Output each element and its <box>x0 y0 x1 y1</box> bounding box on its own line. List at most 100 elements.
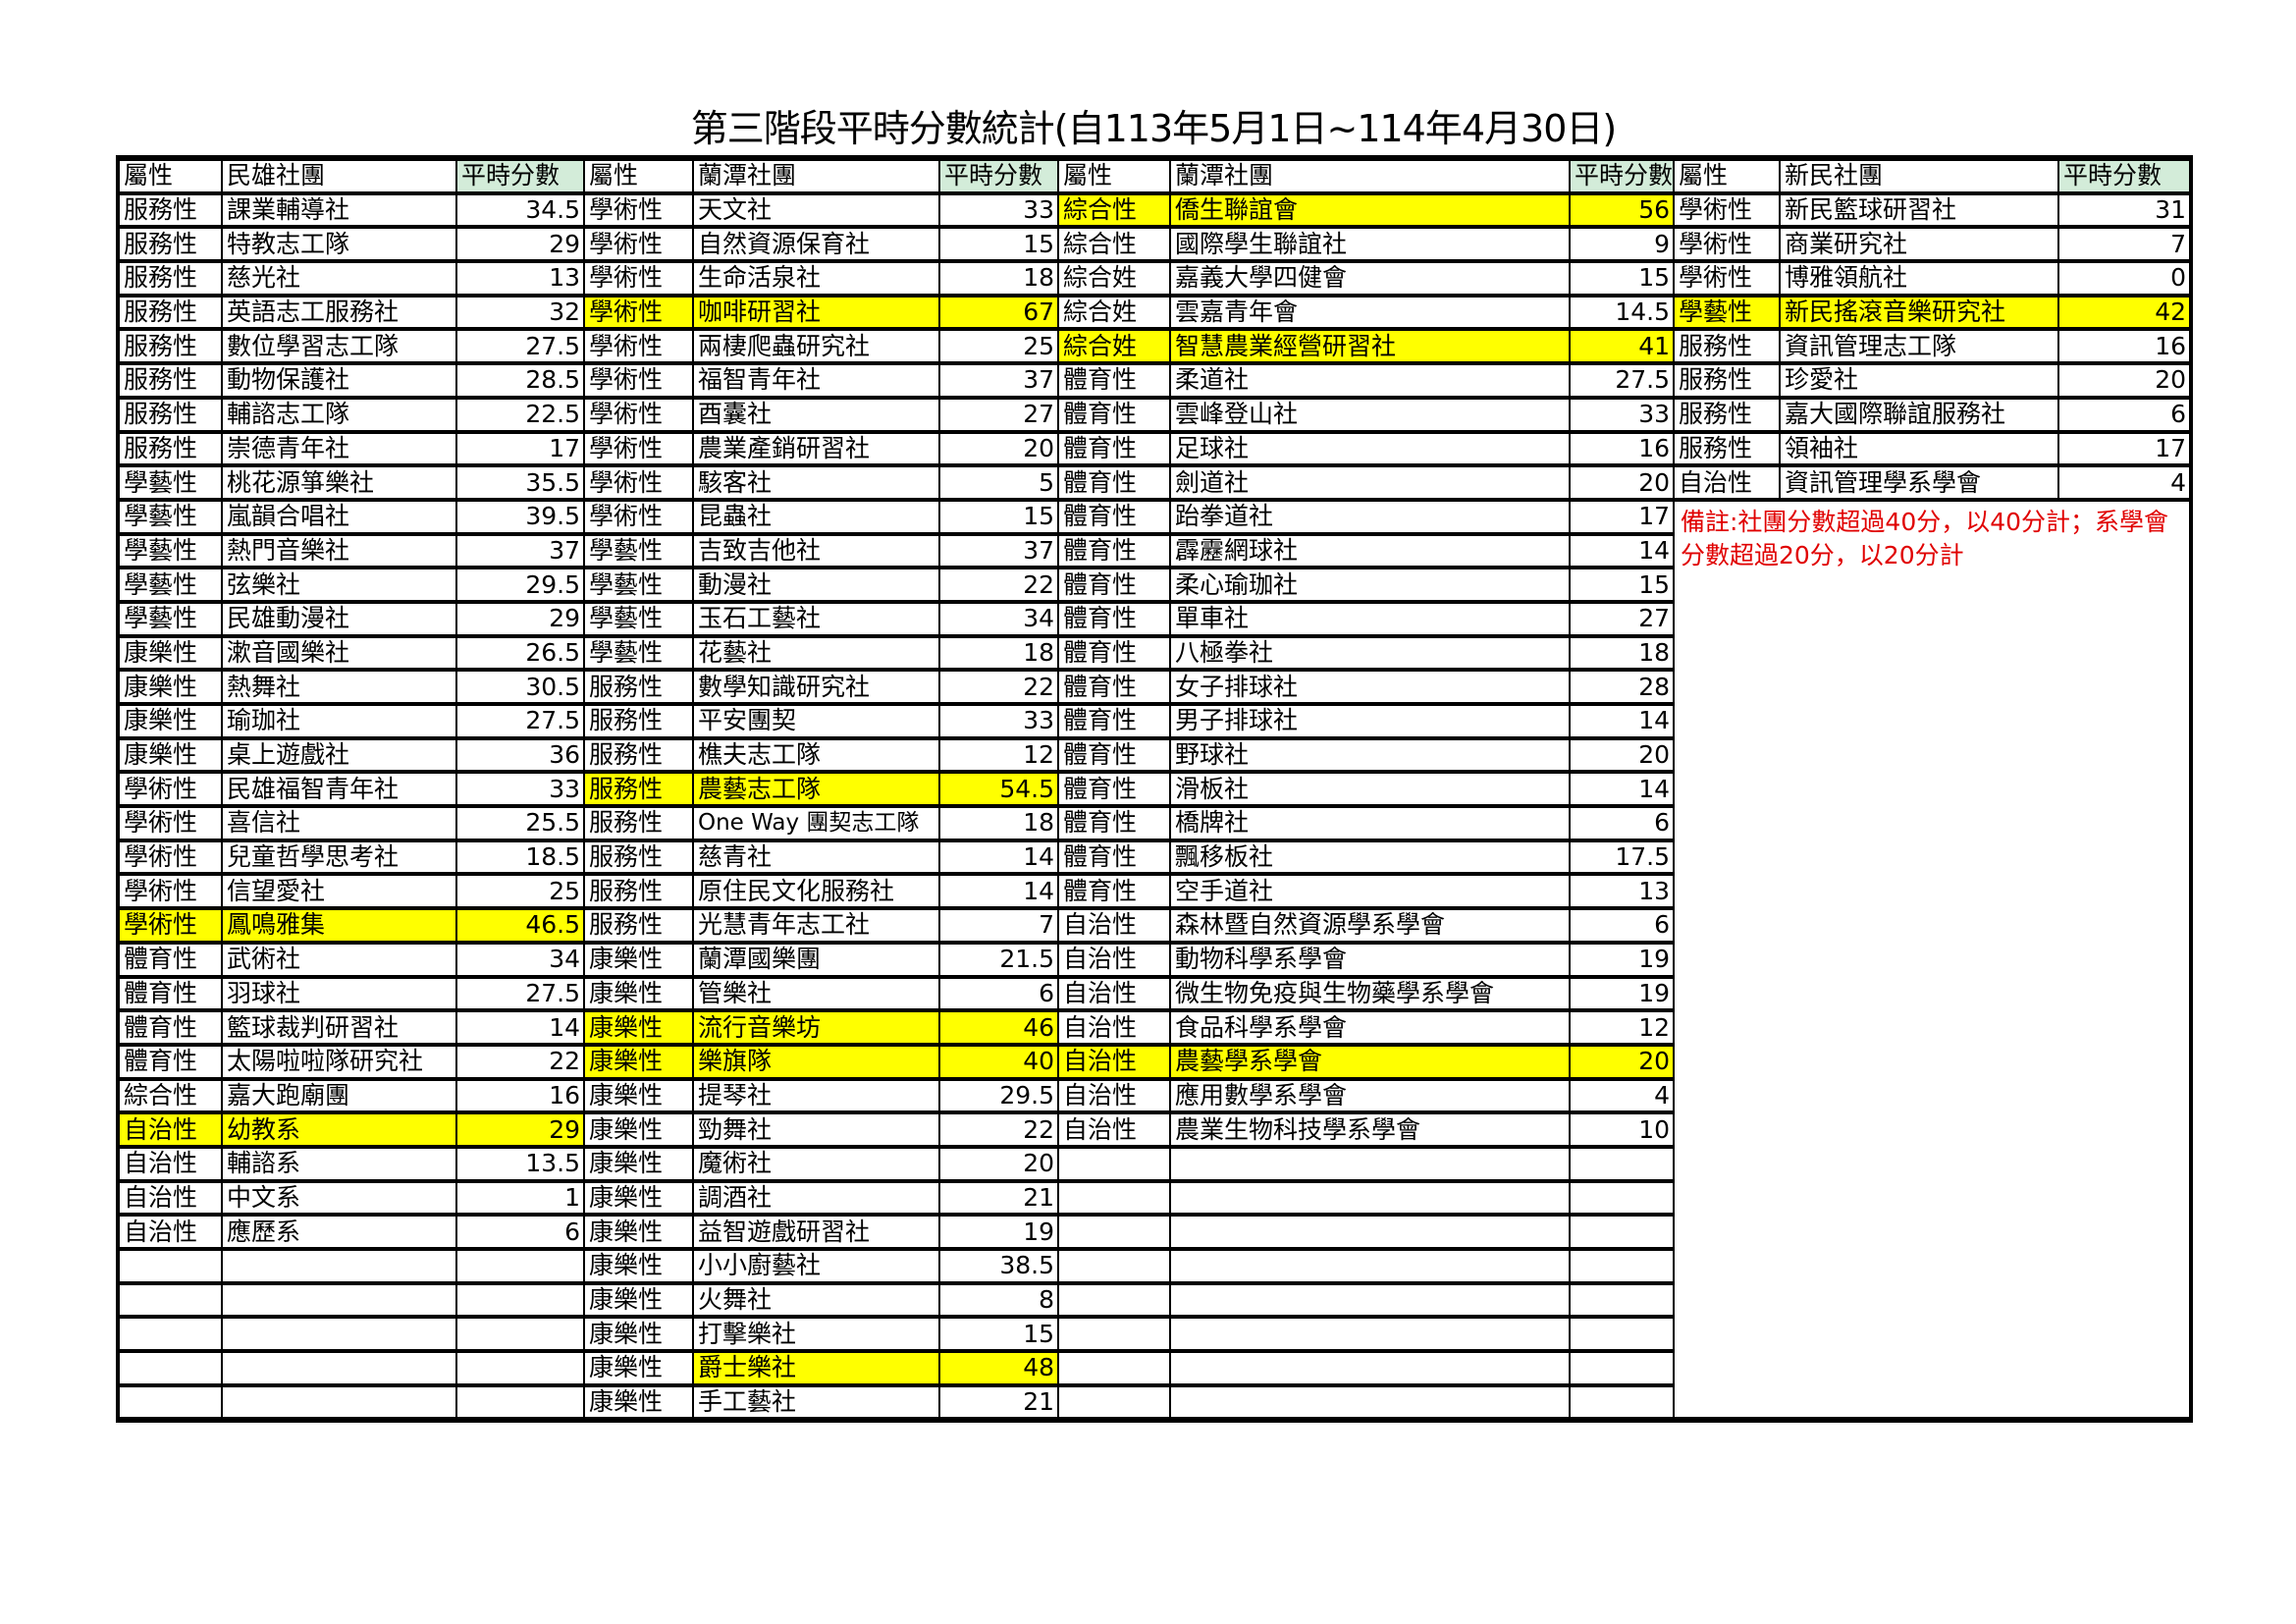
score-cell: 4 <box>2057 463 2191 502</box>
category-cell: 體育性 <box>1057 770 1171 809</box>
club-name-cell: 生命活泉社 <box>692 259 940 298</box>
score-cell: 27.5 <box>455 702 585 740</box>
club-name-cell: 足球社 <box>1169 429 1571 468</box>
score-cell: 8 <box>938 1280 1059 1320</box>
club-name-cell: 福智青年社 <box>692 361 940 400</box>
club-name-cell: 武術社 <box>221 940 457 979</box>
club-name-cell: 輔諮志工隊 <box>221 395 457 434</box>
category-cell: 服務性 <box>583 872 694 911</box>
category-cell: 康樂性 <box>583 1042 694 1081</box>
score-cell: 29 <box>455 599 585 638</box>
category-cell: 體育性 <box>118 940 223 979</box>
club-name-cell: 漱音國樂社 <box>221 633 457 673</box>
club-name-cell: 火舞社 <box>692 1280 940 1320</box>
table-row: 康樂性 漱音國樂社 26.5 學藝性 花藝社 18 體育性 八極拳社 18 <box>118 633 2190 673</box>
category-cell: 服務性 <box>118 190 223 230</box>
score-cell: 29 <box>455 225 585 264</box>
score-cell: 14 <box>1569 702 1675 740</box>
score-cell: 32 <box>455 293 585 332</box>
empty-cell <box>1569 1349 1675 1387</box>
empty-cell <box>1057 1315 1171 1354</box>
empty-cell <box>1057 1382 1171 1422</box>
category-cell: 綜合性 <box>1057 225 1171 264</box>
empty-cell <box>1569 1382 1675 1422</box>
club-name-cell: 兩棲爬蟲研究社 <box>692 327 940 366</box>
score-cell: 17 <box>2057 429 2191 468</box>
category-cell: 康樂性 <box>583 940 694 979</box>
club-header: 蘭潭社團 <box>1169 157 1571 195</box>
club-name-cell: 民雄動漫社 <box>221 599 457 638</box>
category-cell: 自治性 <box>1057 1042 1171 1081</box>
empty-cell <box>455 1349 585 1387</box>
score-cell: 27 <box>1569 599 1675 638</box>
club-name-cell: 信望愛社 <box>221 872 457 911</box>
category-cell: 康樂性 <box>583 1315 694 1354</box>
club-name-cell: 籃球裁判研習社 <box>221 1008 457 1047</box>
club-name-cell: 柔道社 <box>1169 361 1571 400</box>
score-cell: 46.5 <box>455 906 585 945</box>
club-name-cell: 桌上遊戲社 <box>221 735 457 775</box>
category-cell: 體育性 <box>1057 599 1171 638</box>
score-cell: 6 <box>1569 906 1675 945</box>
table-row: 服務性 特教志工隊 29 學術性 自然資源保育社 15 綜合性 國際學生聯誼社 9 學術性 商業研究… <box>118 225 2191 264</box>
category-cell: 康樂性 <box>118 633 223 673</box>
category-cell: 學藝性 <box>583 566 694 604</box>
empty-cell <box>1569 1213 1675 1251</box>
table-row: 學藝性 嵐韻合唱社 39.5 學術性 昆蟲社 15 體育性 跆拳道社 17 備註:社團分數超過40… <box>118 497 2191 1422</box>
club-name-cell: 提琴社 <box>692 1076 940 1115</box>
category-cell: 康樂性 <box>118 702 223 740</box>
score-cell: 34.5 <box>455 190 585 230</box>
score-cell: 6 <box>1569 804 1675 842</box>
score-cell: 37 <box>938 361 1059 400</box>
score-cell: 10 <box>1569 1110 1675 1149</box>
score-cell: 6 <box>2057 395 2191 434</box>
category-cell: 自治性 <box>1057 906 1171 945</box>
score-cell: 33 <box>938 702 1059 740</box>
club-name-cell: 自然資源保育社 <box>692 225 940 264</box>
empty-cell <box>1569 1280 1675 1320</box>
table-row: 學術性 信望愛社 25 服務性 原住民文化服務社 14 體育性 空手道社 13 <box>118 872 2190 911</box>
club-name-cell: 昆蟲社 <box>692 497 940 536</box>
empty-cell <box>455 1280 585 1320</box>
score-cell: 37 <box>938 531 1059 570</box>
category-header: 屬性 <box>118 157 223 195</box>
category-cell: 體育性 <box>1057 804 1171 842</box>
score-cell: 27.5 <box>455 327 585 366</box>
category-cell: 學術性 <box>583 395 694 434</box>
score-cell: 15 <box>938 225 1059 264</box>
category-cell: 康樂性 <box>583 1247 694 1285</box>
club-name-cell: 平安團契 <box>692 702 940 740</box>
category-cell: 康樂性 <box>583 1213 694 1251</box>
category-cell: 學術性 <box>583 293 694 332</box>
club-header: 民雄社團 <box>221 157 457 195</box>
empty-cell <box>118 1349 223 1387</box>
score-cell: 18 <box>938 633 1059 673</box>
category-cell: 體育性 <box>1057 361 1171 400</box>
club-name-cell: 嘉大跑廟團 <box>221 1076 457 1115</box>
category-cell: 自治性 <box>1057 940 1171 979</box>
score-cell: 21 <box>938 1382 1059 1422</box>
score-cell: 28 <box>1569 668 1675 706</box>
score-cell: 14 <box>1569 770 1675 809</box>
empty-cell <box>221 1349 457 1387</box>
club-name-cell: 跆拳道社 <box>1169 497 1571 536</box>
club-name-cell: 駭客社 <box>692 463 940 502</box>
category-cell: 學術性 <box>583 225 694 264</box>
table-row: 學術性 鳳鳴雅集 46.5 服務性 光慧青年志工社 7 自治性 森林暨自然資源學系學會 6 <box>118 906 2190 945</box>
club-name-cell: 酉囊社 <box>692 395 940 434</box>
category-cell: 服務性 <box>118 225 223 264</box>
category-cell: 學術性 <box>118 804 223 842</box>
score-cell: 38.5 <box>938 1247 1059 1285</box>
table-row: 學術性 喜信社 25.5 服務性 One Way 團契志工隊 18 體育性 橋牌社 6 <box>118 804 2190 842</box>
empty-cell <box>118 1382 223 1422</box>
category-cell: 服務性 <box>118 361 223 400</box>
table-row: 學藝性 熱門音樂社 37 學藝性 吉致吉他社 37 體育性 霹靂網球社 14 <box>118 531 2190 570</box>
club-name-cell: 男子排球社 <box>1169 702 1571 740</box>
table-row: 學藝性 桃花源箏樂社 35.5 學術性 駭客社 5 體育性 劍道社 20 自治性 資訊管理學系學會 4 <box>118 463 2191 502</box>
category-header: 屬性 <box>1673 157 1781 195</box>
club-name-cell: 調酒社 <box>692 1178 940 1218</box>
score-cell: 22 <box>938 566 1059 604</box>
club-name-cell: 羽球社 <box>221 974 457 1013</box>
score-cell: 27.5 <box>455 974 585 1013</box>
empty-cell <box>1057 1349 1171 1387</box>
